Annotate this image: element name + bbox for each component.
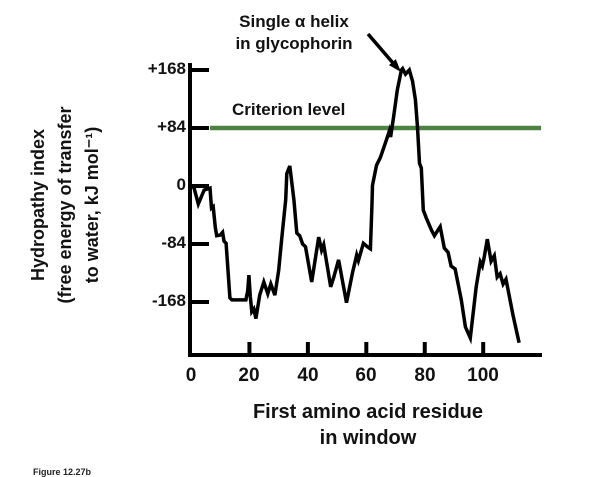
criterion-level-label: Criterion level: [232, 100, 346, 119]
x-tick-label-40: 40: [297, 365, 319, 386]
y-axis-title-line-1: Hydropathy index: [28, 128, 48, 282]
y-axis-title-line-3: to water, kJ mol⁻¹): [82, 126, 102, 284]
x-axis-title-line-2: in window: [319, 427, 417, 449]
annotation-line-2: in glycophorin: [235, 34, 353, 53]
x-tick-label-100: 100: [467, 365, 499, 386]
annotation-line-1: Single α helix: [239, 12, 349, 31]
y-tick-label-168: +168: [147, 59, 186, 78]
y-axis-title: Hydropathy index (free energy of transfe…: [25, 55, 107, 355]
y-tick-label-neg168: -168: [151, 291, 186, 310]
x-tick-label-20: 20: [238, 365, 260, 386]
annotation-arrowhead-icon: [389, 59, 401, 72]
annotation-single-alpha-helix: Single α helix in glycophorin: [192, 11, 396, 55]
x-tick-label-0: 0: [185, 365, 197, 386]
y-tick-label-neg84: -84: [161, 233, 186, 252]
y-tick-label-0: 0: [176, 175, 186, 194]
x-tick-label-60: 60: [355, 365, 377, 386]
figure-caption: Figure 12.27b: [33, 467, 92, 477]
x-axis-title: First amino acid residue in window: [218, 399, 518, 451]
y-tick-label-84: +84: [157, 117, 186, 136]
x-tick-label-80: 80: [414, 365, 436, 386]
y-axis-title-line-2: (free energy of transfer: [55, 106, 75, 304]
x-axis-title-line-1: First amino acid residue: [252, 401, 484, 423]
